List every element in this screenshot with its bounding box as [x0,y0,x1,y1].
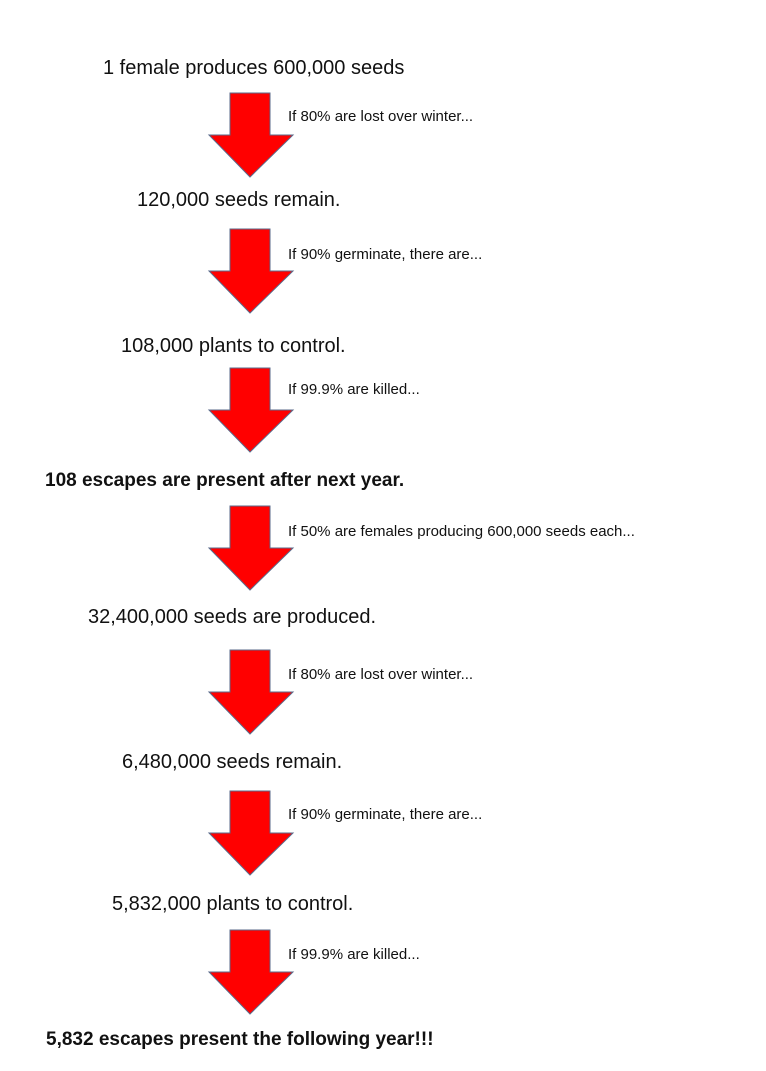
transition-7: If 99.9% are killed... [288,946,420,963]
step-4: 108 escapes are present after next year. [45,470,405,491]
down-arrow-icon [207,929,295,1015]
transition-4: If 50% are females producing 600,000 see… [288,523,635,540]
down-arrow-icon [207,505,295,591]
transition-1: If 80% are lost over winter... [288,108,474,125]
step-1: 1 female produces 600,000 seeds [103,57,405,79]
down-arrow-icon [207,92,295,178]
down-arrow-icon [207,790,295,876]
transition-6: If 90% germinate, there are... [288,806,483,823]
down-arrow-icon [207,228,295,314]
transition-3: If 99.9% are killed... [288,381,420,398]
down-arrow-icon [207,649,295,735]
step-7: 5,832,000 plants to control. [112,893,354,915]
step-5: 32,400,000 seeds are produced. [88,606,376,628]
step-6: 6,480,000 seeds remain. [122,751,343,773]
transition-5: If 80% are lost over winter... [288,666,474,683]
down-arrow-icon [207,367,295,453]
step-2: 120,000 seeds remain. [137,189,341,211]
transition-2: If 90% germinate, there are... [288,246,483,263]
step-3: 108,000 plants to control. [121,335,346,357]
step-8: 5,832 escapes present the following year… [46,1029,434,1050]
